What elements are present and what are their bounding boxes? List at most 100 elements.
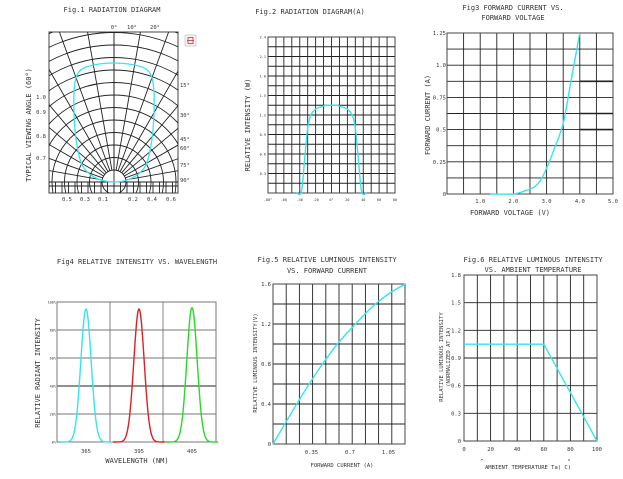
fig2-xtick: -80° [264,198,272,202]
fig6-frame [463,274,598,442]
fig4-series-405nm [165,306,219,443]
fig1-polar-grid [48,31,179,194]
fig1-menu-icon[interactable] [184,34,197,47]
fig3-plot-area: 1.0 2.0 3.0 4.0 5.0 0 0.25 0.5 0.75 1.0 1.25 [433,31,618,205]
fig5-xlabel: FORWARD CURRENT (A) [311,463,374,469]
fig1-grid-inner [49,32,178,193]
fig6-xlabel-mark: ^ [480,459,484,465]
fig2-ytick: 1.8 [260,75,266,79]
fig6-title-line2: VS. AMBIENT TEMPERATURE [485,266,582,274]
fig3-xtick: 5.0 [608,199,618,205]
fig5-title-line2: VS. FORWARD CURRENT [287,267,368,275]
fig6-ytick: 1.8 [451,273,461,279]
fig2-ytick: 0.6 [260,153,266,157]
fig1-spoke [125,170,178,181]
fig6-ytick: 0.3 [451,411,461,417]
fig1-right-label: 60° [180,146,190,152]
fig4-ytick: 0% [52,441,57,445]
fig5-xtick: 0.7 [345,450,355,456]
fig6-xtick: 0 [462,447,465,453]
fig1-spoke [49,126,106,175]
fig1-frame [48,31,179,194]
fig4-series-395nm [112,308,166,443]
fig1-right-label: 30° [180,113,190,119]
fig3-ytick: 1.25 [433,31,446,37]
fig1-spoke [119,70,178,172]
fig4-xlabel: WAVELENGTH (NM) [105,457,168,465]
fig5-ytick: 0.4 [261,402,272,408]
fig1-spoke [124,144,178,177]
fig4-title: Fig4 RELATIVE INTENSITY VS. WAVELENGTH [57,258,217,266]
fig1-right-label: 90° [180,178,190,184]
fig2-ytick: 1.5 [260,94,266,98]
fig6-title-line1: Fig.6 RELATIVE LUMINOUS INTENSITY [463,256,603,264]
fig1-spoke [117,32,170,171]
fig3-xtick: 4.0 [575,199,585,205]
fig5-xtick: 1.05 [382,450,395,456]
fig6-degree-mark: o [568,458,570,462]
fig2-frame [267,36,396,194]
fig1-left-label: 1.0 [36,95,46,101]
fig3-xlabel: FORWARD VOLTAGE (V) [470,209,550,217]
fig3-series-iv [490,32,581,195]
fig1-spoke [125,158,178,179]
fig6-xtick: 60 [540,447,547,453]
fig6-ylabel-line2: (NORMALIZED AT 1A) [446,327,452,387]
fig6-ytick: 1.2 [451,328,461,334]
fig1-right-label: 15° [180,83,190,89]
fig5-ytick: 1.6 [261,282,271,288]
fig2-ytick: 0.9 [260,133,266,137]
fig4-xtick: 365 [81,449,91,455]
fig2-xtick: 0° [329,198,333,202]
fig6-series [464,343,598,442]
fig4-ylabel: RELATIVE RADIANT INTENSITY [34,317,42,427]
fig4-ytick: 80% [50,329,57,333]
fig3-ytick: 1.0 [436,63,446,69]
fig5-series [272,283,406,445]
fig2-xtick: 20 [345,198,349,202]
fig5-ylabel: RELATIVE LUMINOUS INTENSITY(V) [253,313,259,412]
fig2-radiation-diagram-a: Fig.2 RADIATION DIAGRAM(A) RELATIVE INTE… [244,8,397,202]
fig1-spoke [49,157,103,179]
fig4-series-365nm [59,308,113,443]
fig1-left-label: 0.8 [36,134,46,140]
fig1-spoke [49,143,104,177]
fig6-ytick: 0.9 [451,356,461,362]
fig6-ylabel-line1: RELATIVE LUMINOUS INTENSITY [439,312,445,402]
fig5-luminous-vs-current: Fig.5 RELATIVE LUMINOUS INTENSITY VS. FO… [253,256,406,469]
fig1-bottom-label: 0.3 [80,197,90,203]
fig2-title: Fig.2 RADIATION DIAGRAM(A) [255,8,365,16]
fig6-xlabel: AMBIENT TEMPERATURE Ta( C) [485,465,571,471]
fig2-xtick: 40 [361,198,365,202]
fig6-xtick: 80 [567,447,574,453]
fig2-ytick: 2.4 [260,36,266,40]
fig4-ytick: 40% [50,385,57,389]
fig3-xtick: 3.0 [542,199,552,205]
fig2-xtick: 80 [393,198,397,202]
fig6-plot-area: 0 20 40 60 80 100 0 0.3 0.6 0.9 1.2 1.5 1.8 [451,273,602,453]
fig1-bottom-label: 0.1 [98,197,108,203]
fig4-plot-area: 0% 20% 40% 60% 80% 100% 365 395 405 [48,301,219,455]
fig5-plot-area: 0.35 0.7 1.05 0 0.4 0.8 1.2 1.6 [261,282,406,456]
fig6-ytick: 0 [458,439,461,445]
fig2-xtick: 60 [377,198,381,202]
fig1-bottom-label: 0.2 [128,197,138,203]
fig3-forward-current-vs-voltage: Fig3 FORWARD CURRENT VS. FORWARD VOLTAGE… [424,4,618,217]
fig6-xtick: 100 [592,447,602,453]
fig1-labels: 0° 10° 20° 15° 30° 45° 60° 75° 90° 1.0 0.9 0.8 0.7 0.… [36,25,190,203]
fig1-radiation-diagram: Fig.1 RADIATION DIAGRAM 0° 10° 20° 15° 30° 45… [25,6,197,203]
fig3-xtick: 2.0 [508,199,518,205]
fig1-bottom-label: 0.6 [166,197,176,203]
fig3-title-line1: Fig3 FORWARD CURRENT VS. [462,4,563,12]
fig2-xtick: -40 [297,198,303,202]
fig2-ytick: 0.3 [260,172,266,176]
fig3-xtick: 1.0 [475,199,485,205]
fig4-intensity-vs-wavelength: Fig4 RELATIVE INTENSITY VS. WAVELENGTH W… [34,258,219,465]
fig1-spoke [115,32,141,171]
fig5-frame [272,283,406,445]
fig2-plot-area: -80° -60 -40 -20 0° 20 40 60 80 0.3 0.6 0.9 1.2 1.5 1.… [260,36,397,203]
fig6-luminous-vs-temperature: Fig.6 RELATIVE LUMINOUS INTENSITY VS. AM… [439,256,603,471]
fig1-spoke [121,105,178,174]
fig1-spoke [49,103,107,174]
